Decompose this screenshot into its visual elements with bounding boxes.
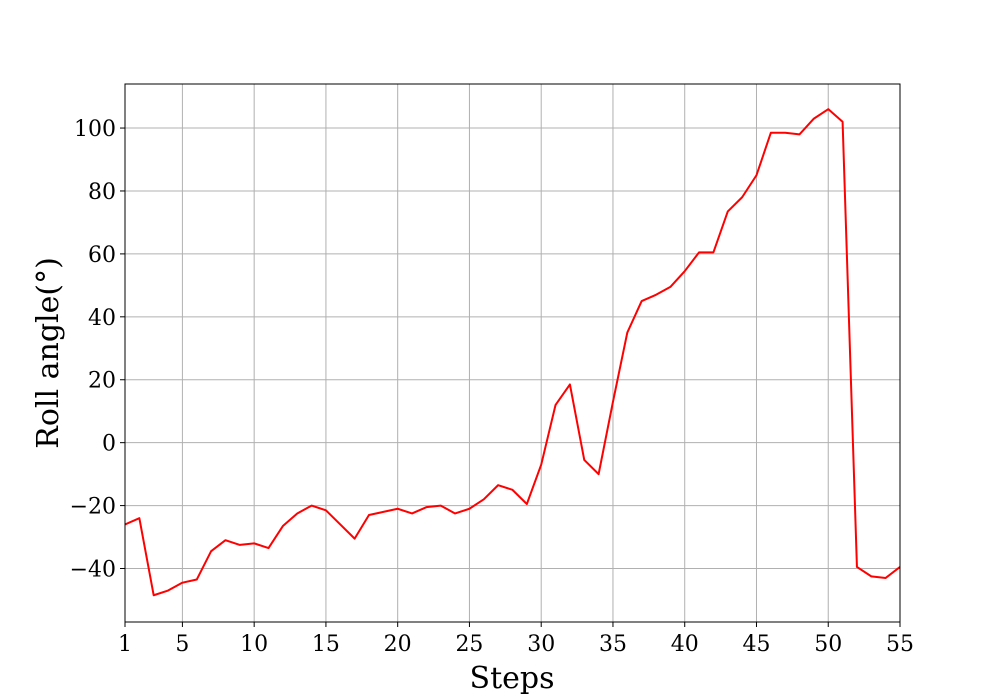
x-tick-labels: 1 5 10 15 20 25 30 35 40 45 50 55 [118,632,914,657]
x-axis-title: Steps [470,661,555,696]
y-tick-labels: −40 −20 0 20 40 60 80 100 [70,117,116,582]
x-tick-label: 5 [175,632,189,657]
y-tick-label: 100 [74,117,116,142]
grid [124,84,901,622]
roll-angle-series-line [124,108,901,597]
y-tick-label: 60 [88,243,116,268]
y-tick-label: 80 [88,180,116,205]
y-tick-label: −20 [70,495,116,520]
tick-marks [120,127,901,627]
x-tick-label: 30 [527,632,555,657]
series-layer [124,108,901,597]
y-tick-label: −40 [70,558,116,583]
x-tick-label: 15 [312,632,340,657]
x-tick-label: 10 [240,632,268,657]
x-tick-label: 50 [814,632,842,657]
y-tick-label: 40 [88,306,116,331]
x-tick-label: 1 [118,632,132,657]
y-axis-title: Roll angle(°) [31,257,66,449]
y-tick-label: 20 [88,369,116,394]
plot-frame [124,83,901,623]
x-tick-label: 45 [742,632,770,657]
x-tick-label: 40 [671,632,699,657]
x-tick-label: 35 [599,632,627,657]
x-tick-label: 25 [455,632,483,657]
x-tick-label: 20 [384,632,412,657]
y-tick-label: 0 [102,432,116,457]
x-tick-label: 55 [886,632,914,657]
